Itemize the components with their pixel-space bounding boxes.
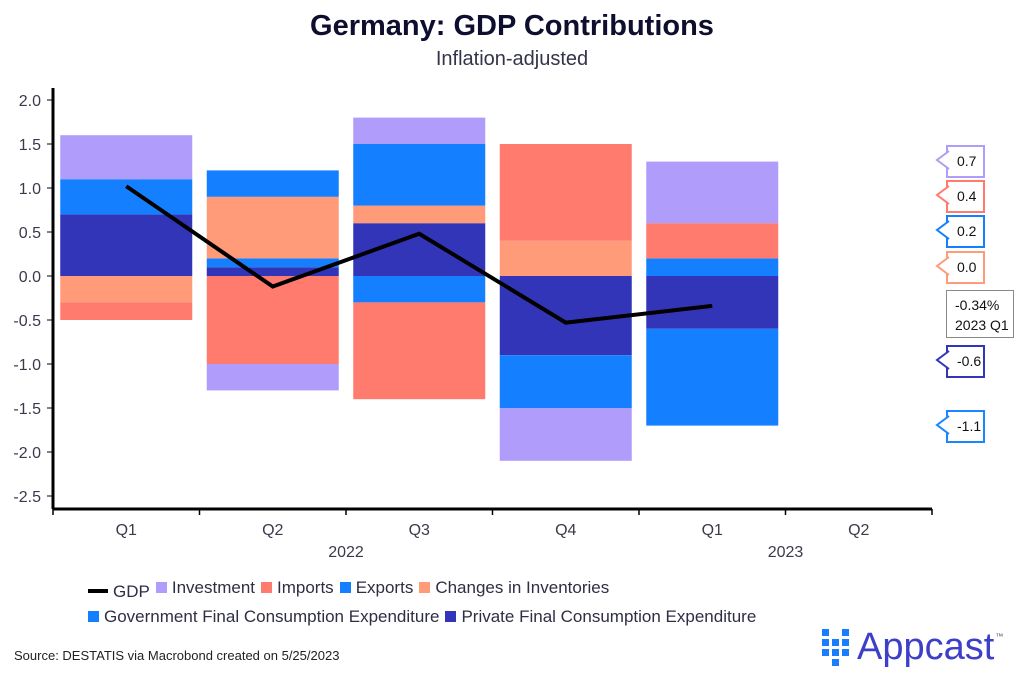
legend-label: Government Final Consumption Expenditure xyxy=(104,606,440,626)
y-tick-label: -2.5 xyxy=(13,489,41,506)
x-year-label: 2023 xyxy=(768,544,804,561)
x-tick-label: Q3 xyxy=(409,522,430,539)
legend-item-inventories: Changes in Inventories xyxy=(419,575,609,600)
callout-value: 0.7 xyxy=(957,153,977,169)
legend-label: Changes in Inventories xyxy=(435,578,610,597)
bar-segment-investment xyxy=(60,135,193,180)
callout-value: -0.6 xyxy=(957,353,982,369)
legend-item-exports: Exports xyxy=(339,575,414,600)
bar-segment-inventories xyxy=(206,196,339,259)
callout-value: 0.0 xyxy=(957,259,977,275)
bar-segment-imports xyxy=(646,223,779,259)
bar-segment-government xyxy=(206,258,339,268)
bar-segment-inventories xyxy=(353,205,486,224)
chart-subtitle: Inflation-adjusted xyxy=(435,48,589,70)
x-year-label: 2022 xyxy=(328,544,364,561)
x-tick-label: Q1 xyxy=(116,522,137,539)
bar-segment-private xyxy=(206,267,339,276)
legend-swatch xyxy=(261,582,272,593)
source-note: Source: DESTATIS via Macrobond created o… xyxy=(14,648,340,663)
gdp-callout-period: 2023 Q1 xyxy=(955,317,1009,333)
bar-segment-government xyxy=(60,179,193,215)
y-tick-label: -1.5 xyxy=(13,401,41,418)
callout-pointer-icon xyxy=(935,220,950,240)
legend-item-investment: Investment xyxy=(155,575,255,600)
axes-layer: 2.0 1.5 1.0 0.5 0.0 -0.5 -1.0 -1.5 -2.0 -2.5 Q1 Q2 Q… xyxy=(13,88,933,561)
legend-swatch xyxy=(88,610,99,622)
x-tick-label: Q2 xyxy=(262,522,283,539)
bar-segment-exports xyxy=(206,170,339,197)
callout-value: 0.4 xyxy=(957,188,977,204)
legend-label: GDP xyxy=(113,581,150,601)
legend-swatch xyxy=(155,582,167,593)
callout-pointer-icon xyxy=(935,185,950,205)
logo-trademark: ™ xyxy=(995,632,1004,641)
y-tick-label: -2.0 xyxy=(13,445,41,462)
legend-item-gdp: GDP xyxy=(88,579,150,604)
gdp-line xyxy=(125,184,713,325)
callout-changes-in-inventories: 0.0 xyxy=(935,251,985,284)
callout-private-final-consumption-expenditure: -0.6 xyxy=(935,345,985,378)
legend-item-imports: Imports xyxy=(261,575,334,600)
callout-investment: 0.7 xyxy=(935,145,985,178)
appcast-dots-icon xyxy=(822,629,849,666)
bar-segment-private xyxy=(646,276,779,329)
legend-item-private: Private Final Consumption Expenditure xyxy=(445,604,756,629)
bar-segment-imports xyxy=(206,276,339,364)
gdp-callout: -0.34% 2023 Q1 xyxy=(946,290,1014,338)
bar-segment-government xyxy=(353,276,486,303)
bar-segment-inventories xyxy=(499,240,632,276)
chart-legend: GDP Investment Imports Exports Changes in In… xyxy=(88,575,968,629)
legend-swatch xyxy=(339,582,351,593)
bar-segment-investment xyxy=(353,117,486,144)
legend-swatch xyxy=(88,589,108,593)
callout-exports: 0.2 xyxy=(935,215,985,248)
y-tick-label: 2.0 xyxy=(19,93,41,110)
callout-government-final-consumption-expenditure: -1.1 xyxy=(935,410,985,443)
x-tick-label: Q2 xyxy=(848,522,869,539)
legend-label: Exports xyxy=(355,578,414,597)
bar-segment-investment xyxy=(499,408,632,461)
x-tick-label: Q1 xyxy=(702,522,723,539)
gdp-callout-value: -0.34% xyxy=(955,297,1000,313)
callout-pointer-icon xyxy=(935,150,950,170)
bar-segment-exports xyxy=(353,144,486,206)
callout-pointer-icon xyxy=(935,256,950,276)
bar-segment-investment xyxy=(206,364,339,391)
bar-segment-private xyxy=(60,214,193,276)
y-tick-label: -1.0 xyxy=(13,357,41,374)
legend-swatch xyxy=(445,610,457,622)
legend-label: Investment xyxy=(171,578,255,597)
legend-label: Imports xyxy=(277,578,334,597)
bar-segment-government xyxy=(646,328,779,426)
bar-segment-private xyxy=(499,276,632,356)
y-tick-label: 1.5 xyxy=(19,137,41,154)
bar-segment-inventories xyxy=(60,276,193,303)
gdp-line-layer xyxy=(125,184,713,325)
bar-segment-imports xyxy=(353,302,486,400)
y-tick-label: 0.0 xyxy=(19,269,41,286)
y-tick-label: 0.5 xyxy=(19,225,41,242)
bar-segment-investment xyxy=(646,161,779,224)
y-tick-label: -0.5 xyxy=(13,313,41,330)
bar-segment-exports xyxy=(646,258,779,276)
x-tick-label: Q4 xyxy=(555,522,576,539)
legend-label: Private Final Consumption Expenditure xyxy=(461,606,757,626)
bar-segment-exports xyxy=(499,355,632,408)
callout-pointer-icon xyxy=(935,415,950,435)
callout-pointer-icon xyxy=(935,350,950,370)
legend-swatch xyxy=(419,582,431,593)
callout-value: 0.2 xyxy=(957,223,977,239)
logo-text: Appcast xyxy=(857,626,995,668)
bar-segment-imports xyxy=(499,144,632,241)
chart-title: Germany: GDP Contributions xyxy=(310,10,714,42)
y-tick-label: 1.0 xyxy=(19,181,41,198)
callout-imports: 0.4 xyxy=(935,180,985,213)
callout-value: -1.1 xyxy=(957,418,982,434)
bars-layer xyxy=(60,117,779,461)
bar-segment-imports xyxy=(60,302,193,320)
appcast-logo: Appcast ™ xyxy=(822,626,1003,669)
legend-item-government: Government Final Consumption Expenditure xyxy=(88,604,439,629)
